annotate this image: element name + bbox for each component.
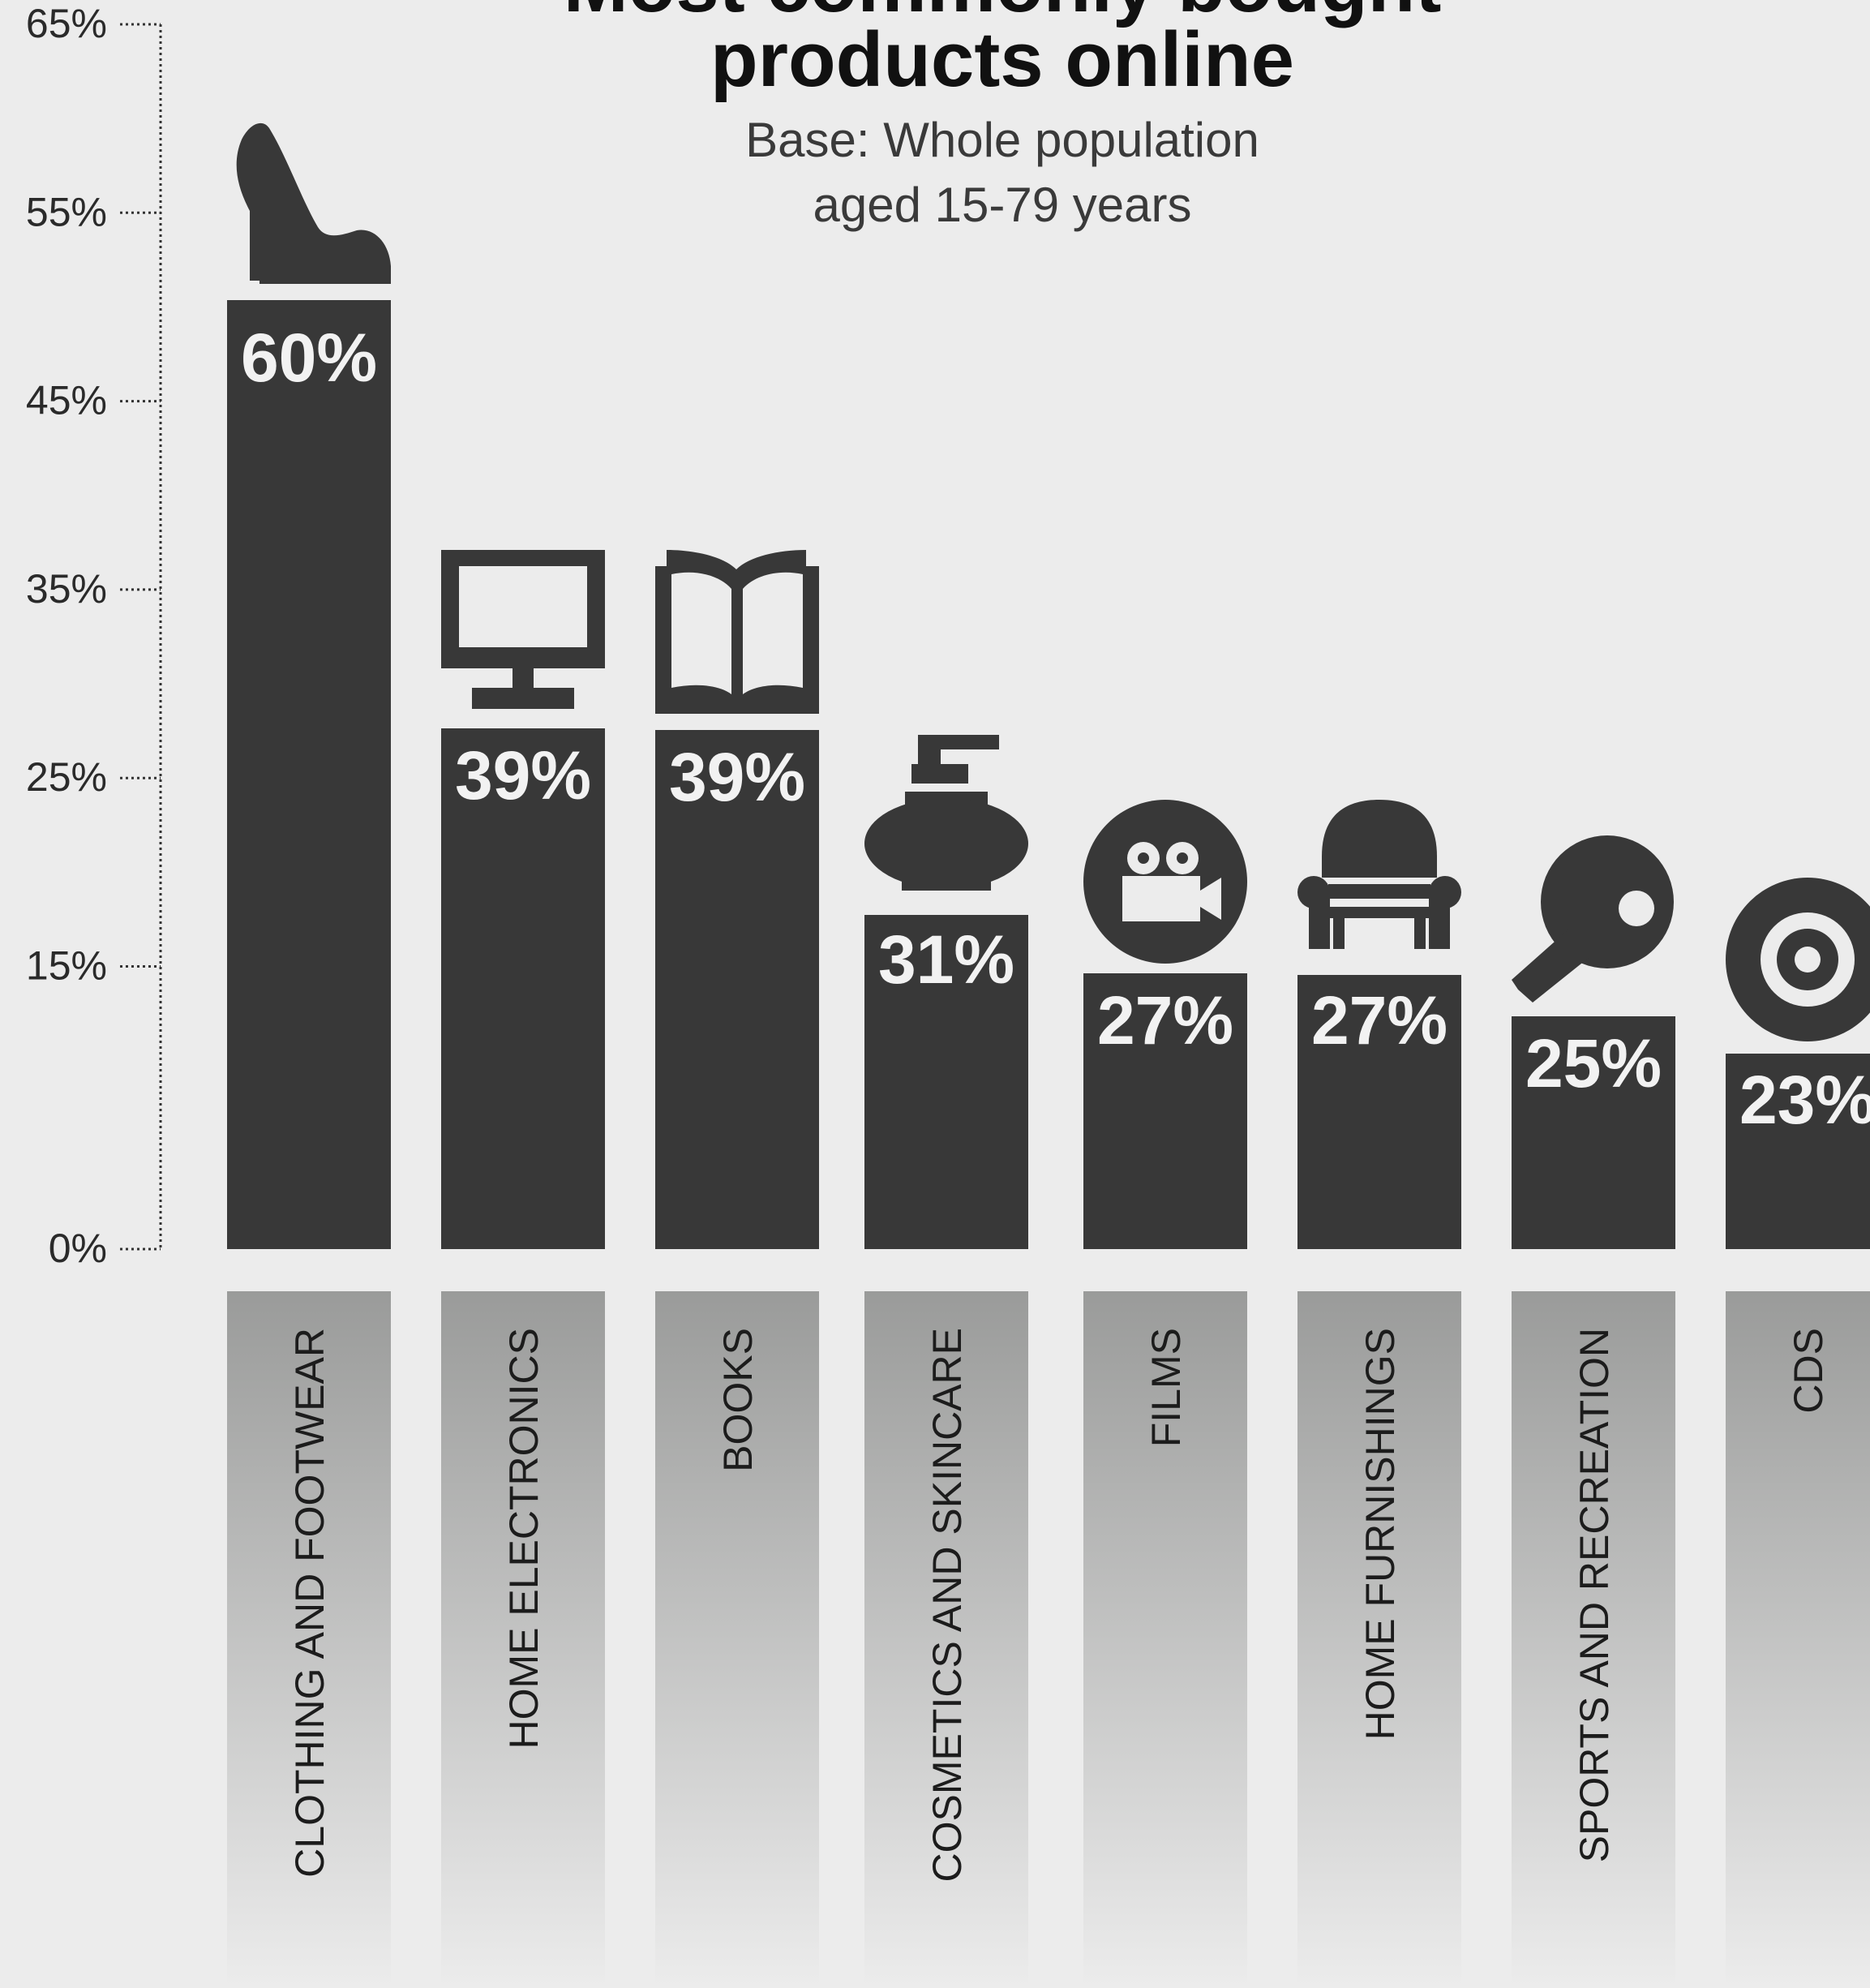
chart-subtitle-line-2: aged 15-79 years bbox=[813, 178, 1192, 232]
y-tick-label: 45% bbox=[26, 378, 107, 423]
value-label: 60% bbox=[241, 320, 377, 396]
category-label-panel bbox=[1083, 1291, 1247, 1988]
ping-pong-paddle-icon bbox=[1512, 835, 1674, 1003]
bar bbox=[1297, 975, 1461, 1249]
lotion-bottle-icon bbox=[864, 735, 1028, 891]
monitor-icon bbox=[441, 550, 605, 709]
armchair-icon bbox=[1297, 800, 1461, 949]
category-label: SPORTS AND RECREATION bbox=[1572, 1328, 1617, 1862]
bar bbox=[1726, 1054, 1870, 1249]
category-icons bbox=[236, 122, 1870, 1041]
category-label: COSMETICS AND SKINCARE bbox=[924, 1328, 970, 1882]
value-label: 39% bbox=[669, 739, 805, 815]
bar bbox=[1083, 973, 1247, 1249]
value-label: 23% bbox=[1739, 1062, 1870, 1138]
y-tick-label: 0% bbox=[49, 1226, 107, 1271]
category-label: FILMS bbox=[1143, 1328, 1189, 1447]
bar bbox=[864, 915, 1028, 1249]
category-label: BOOKS bbox=[715, 1328, 761, 1472]
value-label: 39% bbox=[455, 737, 591, 814]
category-label-panel bbox=[227, 1291, 391, 1988]
y-tick-label: 25% bbox=[26, 754, 107, 800]
book-icon bbox=[655, 550, 819, 714]
chart-subtitle-line-1: Base: Whole population bbox=[745, 113, 1259, 167]
bar bbox=[655, 730, 819, 1249]
value-label: 25% bbox=[1525, 1025, 1662, 1101]
category-label-panel bbox=[655, 1291, 819, 1988]
category-label-panels: CLOTHING AND FOOTWEAR HOME ELECTRONICS BOO… bbox=[227, 1291, 1870, 1988]
bar bbox=[227, 300, 391, 1249]
category-label-panel bbox=[441, 1291, 605, 1988]
bar bbox=[441, 728, 605, 1249]
category-label-panel bbox=[864, 1291, 1028, 1988]
bar bbox=[1512, 1016, 1675, 1249]
y-tick-label: 55% bbox=[26, 189, 107, 234]
category-label-panel bbox=[1297, 1291, 1461, 1988]
film-camera-icon bbox=[1083, 800, 1247, 964]
category-label: CDS bbox=[1786, 1328, 1831, 1414]
category-label: CLOTHING AND FOOTWEAR bbox=[287, 1328, 332, 1878]
category-label: HOME FURNISHINGS bbox=[1357, 1328, 1403, 1740]
high-heel-icon bbox=[236, 122, 391, 284]
bars: 60% 39% 39% 31% 27% 27% 25% 23% bbox=[227, 300, 1870, 1249]
category-label-panel bbox=[1512, 1291, 1675, 1988]
cd-icon bbox=[1726, 878, 1870, 1041]
value-label: 31% bbox=[878, 921, 1014, 998]
category-label: HOME ELECTRONICS bbox=[501, 1328, 547, 1750]
value-label: 27% bbox=[1311, 982, 1448, 1058]
category-label-panel bbox=[1726, 1291, 1870, 1988]
y-axis: 0% 15% 25% 35% 45% 55% 65% bbox=[26, 1, 162, 1271]
value-label: 27% bbox=[1097, 982, 1233, 1058]
y-tick-label: 35% bbox=[26, 566, 107, 612]
y-tick-label: 65% bbox=[26, 1, 107, 46]
chart-title-line-1: Most commonly bought bbox=[564, 0, 1442, 28]
y-tick-label: 15% bbox=[26, 943, 107, 989]
chart-title-line-2: products online bbox=[710, 16, 1294, 103]
